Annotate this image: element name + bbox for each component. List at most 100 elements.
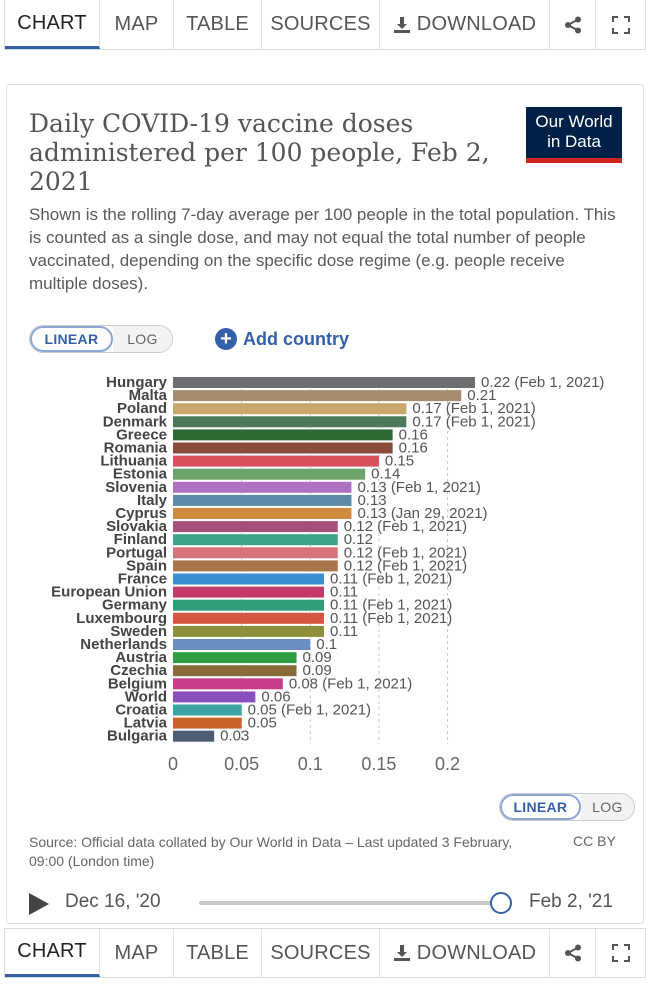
- timeline: Dec 16, '20 Feb 2, '21: [7, 885, 643, 921]
- category-label[interactable]: Belgium: [108, 675, 167, 692]
- category-label[interactable]: Czechia: [110, 662, 167, 679]
- bar[interactable]: [173, 442, 393, 454]
- category-label[interactable]: Luxembourg: [76, 610, 167, 627]
- log-option[interactable]: LOG: [112, 326, 172, 352]
- x-tick-label: 0.15: [361, 754, 396, 774]
- category-label[interactable]: Italy: [137, 492, 168, 509]
- share-button[interactable]: [550, 0, 596, 49]
- category-label[interactable]: Slovakia: [106, 518, 168, 535]
- bar[interactable]: [173, 416, 407, 428]
- bar[interactable]: [173, 494, 352, 506]
- owid-logo[interactable]: Our World in Data: [526, 107, 622, 163]
- bar[interactable]: [173, 390, 462, 402]
- value-label: 0.09: [303, 649, 332, 666]
- tab-table[interactable]: TABLE: [174, 0, 262, 49]
- bar[interactable]: [173, 547, 338, 559]
- category-label[interactable]: Spain: [126, 557, 167, 574]
- value-label: 0.09: [303, 662, 332, 679]
- bottom-tab-bar: CHART MAP TABLE SOURCES DOWNLOAD: [4, 928, 646, 978]
- category-label[interactable]: Poland: [117, 400, 167, 417]
- download-icon: [393, 16, 410, 33]
- fullscreen-button-bottom[interactable]: [596, 929, 645, 977]
- bar[interactable]: [173, 521, 338, 533]
- linear-option-bottom[interactable]: LINEAR: [500, 794, 581, 820]
- license-link[interactable]: CC BY: [573, 833, 616, 849]
- category-label[interactable]: Slovenia: [105, 479, 167, 496]
- category-label[interactable]: Greece: [116, 426, 167, 443]
- bar[interactable]: [173, 429, 393, 441]
- category-label[interactable]: World: [125, 688, 167, 705]
- bar[interactable]: [173, 665, 297, 677]
- tab-chart-bottom[interactable]: CHART: [5, 929, 100, 977]
- bar[interactable]: [173, 455, 379, 467]
- bar[interactable]: [173, 717, 242, 729]
- category-label[interactable]: Latvia: [124, 715, 168, 732]
- log-option-bottom[interactable]: LOG: [580, 794, 634, 820]
- share-icon: [564, 944, 581, 962]
- share-button-bottom[interactable]: [550, 929, 596, 977]
- timeline-track[interactable]: [199, 901, 501, 905]
- category-label[interactable]: European Union: [51, 584, 167, 601]
- logo-line-2: in Data: [547, 132, 601, 151]
- value-label: 0.03: [220, 728, 249, 745]
- tab-download-bottom[interactable]: DOWNLOAD: [380, 929, 550, 977]
- tab-sources[interactable]: SOURCES: [262, 0, 380, 49]
- value-label: 0.22 (Feb 1, 2021): [481, 375, 604, 391]
- category-label[interactable]: Portugal: [106, 544, 167, 561]
- tab-map-bottom[interactable]: MAP: [100, 929, 174, 977]
- value-label: 0.08 (Feb 1, 2021): [289, 675, 412, 692]
- play-icon[interactable]: [29, 893, 49, 915]
- category-label[interactable]: Hungary: [106, 375, 168, 391]
- bar[interactable]: [173, 678, 283, 690]
- category-label[interactable]: Malta: [129, 387, 168, 404]
- category-label[interactable]: Germany: [102, 597, 168, 614]
- category-label[interactable]: Denmark: [103, 413, 168, 430]
- category-label[interactable]: Lithuania: [100, 453, 167, 470]
- tab-table-bottom[interactable]: TABLE: [174, 929, 262, 977]
- fullscreen-button[interactable]: [596, 0, 645, 49]
- bar[interactable]: [173, 691, 256, 703]
- bar[interactable]: [173, 560, 338, 572]
- category-label[interactable]: Croatia: [115, 702, 167, 719]
- timeline-handle[interactable]: [490, 892, 512, 914]
- linear-option[interactable]: LINEAR: [30, 326, 113, 352]
- bar[interactable]: [173, 508, 352, 519]
- category-label[interactable]: Romania: [104, 440, 168, 457]
- value-label: 0.12 (Feb 1, 2021): [344, 544, 467, 561]
- bar[interactable]: [173, 377, 475, 388]
- category-label[interactable]: Sweden: [110, 623, 167, 640]
- bar[interactable]: [173, 573, 324, 585]
- x-tick-label: 0.2: [435, 754, 460, 774]
- bar[interactable]: [173, 534, 338, 546]
- bar[interactable]: [173, 586, 324, 598]
- tab-download[interactable]: DOWNLOAD: [380, 0, 550, 49]
- bar[interactable]: [173, 612, 324, 624]
- bar[interactable]: [173, 639, 311, 650]
- tab-chart[interactable]: CHART: [5, 0, 100, 49]
- value-label: 0.21: [467, 387, 496, 404]
- value-label: 0.11: [330, 584, 358, 601]
- category-label[interactable]: Bulgaria: [107, 728, 168, 745]
- bar[interactable]: [173, 599, 324, 611]
- value-label: 0.16: [399, 426, 428, 443]
- bar[interactable]: [173, 481, 352, 493]
- bar[interactable]: [173, 625, 324, 637]
- bar[interactable]: [173, 403, 407, 415]
- add-country-button[interactable]: + Add country: [215, 325, 349, 353]
- x-tick-label: 0: [168, 754, 178, 774]
- category-label[interactable]: Finland: [114, 531, 167, 548]
- category-label[interactable]: Netherlands: [80, 636, 167, 653]
- bar[interactable]: [173, 730, 215, 742]
- tab-sources-bottom[interactable]: SOURCES: [262, 929, 380, 977]
- bar[interactable]: [173, 468, 366, 480]
- category-label[interactable]: Cyprus: [115, 505, 167, 522]
- value-label: 0.13 (Feb 1, 2021): [357, 479, 480, 496]
- value-label: 0.13 (Jan 29, 2021): [357, 505, 487, 522]
- value-label: 0.11 (Feb 1, 2021): [330, 610, 452, 627]
- category-label[interactable]: France: [118, 571, 167, 588]
- category-label[interactable]: Estonia: [113, 466, 168, 483]
- bar[interactable]: [173, 652, 297, 664]
- tab-map[interactable]: MAP: [100, 0, 174, 49]
- bar[interactable]: [173, 704, 242, 716]
- category-label[interactable]: Austria: [115, 649, 167, 666]
